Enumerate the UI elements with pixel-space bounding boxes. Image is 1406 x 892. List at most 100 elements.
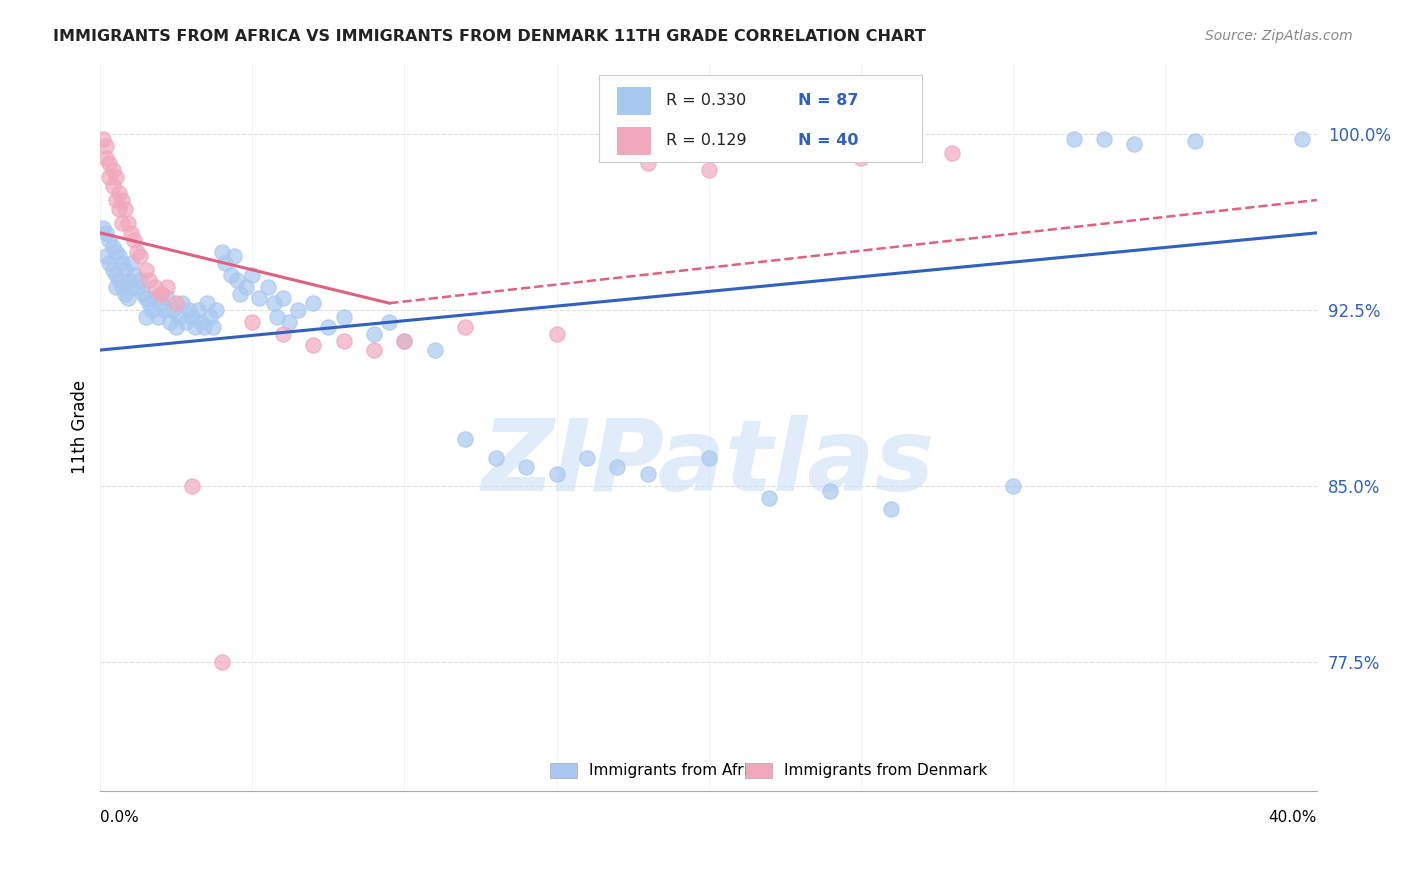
Point	[98, 256, 121, 270]
Point	[219, 268, 242, 282]
Point	[104, 169, 127, 184]
Text: N = 87: N = 87	[797, 94, 858, 109]
Point	[271, 292, 294, 306]
Point	[101, 263, 124, 277]
Point	[150, 286, 173, 301]
Point	[135, 292, 157, 306]
Point	[120, 256, 142, 270]
Point	[697, 450, 720, 465]
Point	[287, 303, 309, 318]
Text: Immigrants from Denmark: Immigrants from Denmark	[785, 763, 987, 778]
Point	[153, 303, 176, 318]
Point	[169, 310, 191, 325]
Point	[150, 286, 173, 301]
Point	[146, 310, 169, 325]
Point	[156, 279, 179, 293]
Point	[165, 319, 187, 334]
Point	[117, 292, 139, 306]
Point	[98, 155, 121, 169]
Point	[101, 240, 124, 254]
Point	[114, 286, 136, 301]
Point	[107, 202, 129, 217]
Point	[1184, 135, 1206, 149]
Point	[277, 315, 299, 329]
Point	[263, 296, 285, 310]
Point	[180, 310, 202, 325]
Point	[114, 202, 136, 217]
Point	[96, 151, 118, 165]
Point	[363, 343, 385, 357]
Bar	[551, 764, 578, 778]
Point	[849, 151, 872, 165]
Point	[104, 279, 127, 293]
Point	[165, 296, 187, 310]
Point	[125, 279, 148, 293]
Point	[150, 296, 173, 310]
Point	[271, 326, 294, 341]
Point	[1123, 136, 1146, 151]
Point	[332, 310, 354, 325]
Point	[98, 233, 121, 247]
Point	[111, 217, 134, 231]
Point	[302, 296, 325, 310]
Point	[190, 315, 212, 329]
Point	[454, 432, 477, 446]
Point	[195, 296, 218, 310]
Point	[485, 450, 508, 465]
Point	[226, 273, 249, 287]
Text: N = 40: N = 40	[797, 134, 858, 148]
Point	[98, 169, 121, 184]
Point	[111, 279, 134, 293]
Point	[758, 491, 780, 505]
Point	[318, 319, 340, 334]
Point	[880, 502, 903, 516]
Text: Immigrants from Africa: Immigrants from Africa	[589, 763, 766, 778]
Point	[107, 249, 129, 263]
Point	[229, 286, 252, 301]
Point	[143, 279, 166, 293]
Point	[394, 334, 416, 348]
Point	[1291, 132, 1313, 146]
Point	[266, 310, 288, 325]
Point	[114, 263, 136, 277]
Point	[242, 315, 264, 329]
Point	[107, 273, 129, 287]
Point	[104, 268, 127, 282]
Point	[214, 256, 236, 270]
Point	[183, 319, 205, 334]
Point	[120, 279, 142, 293]
Point	[193, 319, 215, 334]
Point	[235, 279, 257, 293]
Text: ZIPatlas: ZIPatlas	[482, 416, 935, 512]
Point	[1092, 132, 1115, 146]
Point	[201, 319, 224, 334]
Point	[575, 450, 598, 465]
Point	[101, 178, 124, 193]
Point	[156, 292, 179, 306]
Point	[637, 467, 659, 482]
Point	[172, 296, 194, 310]
Point	[111, 256, 134, 270]
Point	[211, 244, 233, 259]
Point	[242, 268, 264, 282]
Point	[211, 655, 233, 669]
Point	[941, 146, 963, 161]
Bar	[745, 764, 772, 778]
Point	[454, 319, 477, 334]
Point	[394, 334, 416, 348]
Point	[107, 186, 129, 200]
Point	[104, 193, 127, 207]
Text: R = 0.330: R = 0.330	[666, 94, 747, 109]
Bar	[617, 87, 651, 115]
Point	[96, 139, 118, 153]
Point	[302, 338, 325, 352]
Point	[104, 244, 127, 259]
Point	[820, 483, 842, 498]
Point	[180, 479, 202, 493]
Point	[1063, 132, 1085, 146]
Point	[138, 273, 160, 287]
Point	[187, 303, 209, 318]
Point	[128, 249, 150, 263]
Point	[101, 162, 124, 177]
Point	[363, 326, 385, 341]
